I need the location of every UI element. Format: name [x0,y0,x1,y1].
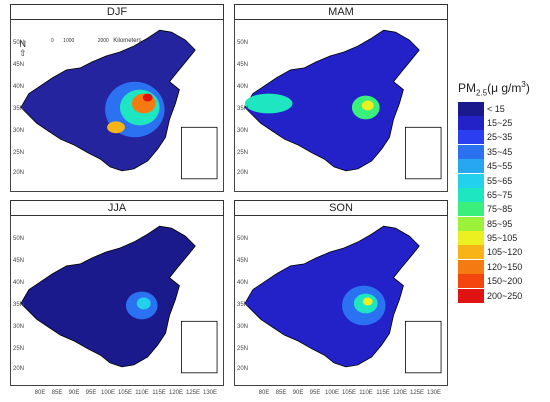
legend-item: 120~150 [458,259,548,274]
legend-item: 45~55 [458,159,548,174]
legend-label: 55~65 [487,175,513,186]
lat-axis-bottom-left: 50N 45N 40N 35N 30N 25N 20N [12,236,24,372]
legend-item: 75~85 [458,202,548,217]
legend-swatch [458,159,484,174]
china-outline [20,225,196,368]
taklimakan-hotspot [244,93,293,114]
legend-swatch [458,173,484,188]
legend-item: 55~65 [458,173,548,188]
legend-item: 150~200 [458,274,548,289]
panel-djf: DJF 0 1000 2000 Kilometers N ⇧ [10,4,224,192]
south-sea-inset [404,126,442,180]
china-outline [244,225,420,368]
legend-label: 105~120 [487,247,523,258]
panel-title: SON [234,200,448,216]
legend-item: 200~250 [458,288,548,303]
hotspot-peak [142,93,153,102]
legend-swatch [458,274,484,289]
legend-label: 75~85 [487,204,513,215]
sichuan-hotspot [107,121,125,134]
panel-title: MAM [234,4,448,20]
panel-son: SON [234,200,448,386]
legend-label: 15~25 [487,117,513,128]
map-svg [20,29,218,180]
south-sea-inset [180,126,218,180]
legend-item: < 15 [458,101,548,116]
legend-swatch [458,130,484,145]
legend-label: 35~45 [487,146,513,157]
legend-label: 200~250 [487,290,523,301]
north-arrow-icon: N ⇧ [19,39,27,58]
legend-label: 85~95 [487,218,513,229]
legend-label: < 15 [487,103,505,114]
panel-title: JJA [10,200,224,216]
north-china-core [136,297,151,310]
legend-item: 85~95 [458,216,548,231]
legend-swatch [458,187,484,202]
lat-axis-bottom-right: 50N 45N 40N 35N 30N 25N 20N [236,236,248,372]
legend-swatch [458,202,484,217]
legend-label: 45~55 [487,161,513,172]
lon-axis-left: 80E 85E 90E 95E 100E 105E 110E 115E 120E… [34,390,218,396]
south-sea-inset [180,320,218,374]
map-frame: 0 1000 2000 Kilometers N ⇧ [10,20,224,192]
legend-swatch [458,115,484,130]
map-frame [234,20,448,192]
legend-label: 150~200 [487,276,523,287]
legend-item: 15~25 [458,115,548,130]
legend-item: 25~35 [458,130,548,145]
map-frame [10,216,224,386]
map-frame [234,216,448,386]
legend-label: 95~105 [487,233,518,244]
lat-axis-top-left: 50N 45N 40N 35N 30N 25N 20N [12,40,24,176]
map-svg [20,225,218,374]
legend-swatch [458,245,484,260]
map-svg [244,29,442,180]
north-china-core [362,297,373,306]
lat-axis-top-right: 50N 45N 40N 35N 30N 25N 20N [236,40,248,176]
legend-swatch [458,101,484,116]
legend-item: 105~120 [458,245,548,260]
panel-jja: JJA [10,200,224,386]
legend-rows: < 15 15~25 25~35 35~45 45~55 55~65 65~75 75~85 8… [458,101,548,303]
lon-axis-right: 80E 85E 90E 95E 100E 105E 110E 115E 120E… [258,390,442,396]
china-outline [244,29,420,172]
scale-bar: 0 1000 2000 Kilometers [51,38,142,44]
legend-title: PM2.5(μ g/m3) [458,80,530,98]
legend-swatch [458,259,484,274]
legend-item: 35~45 [458,144,548,159]
legend-swatch [458,288,484,303]
legend-label: 25~35 [487,132,513,143]
legend-item: 65~75 [458,187,548,202]
legend-swatch [458,231,484,246]
legend-label: 120~150 [487,261,523,272]
south-sea-inset [404,320,442,374]
legend-swatch [458,216,484,231]
legend-label: 65~75 [487,189,513,200]
legend-swatch [458,144,484,159]
map-svg [244,225,442,374]
panel-mam: MAM [234,4,448,192]
legend-item: 95~105 [458,231,548,246]
panel-title: DJF [10,4,224,20]
north-china-core [361,100,374,111]
color-legend: PM2.5(μ g/m3) < 15 15~25 25~35 35~45 45~55 55… [458,80,548,303]
